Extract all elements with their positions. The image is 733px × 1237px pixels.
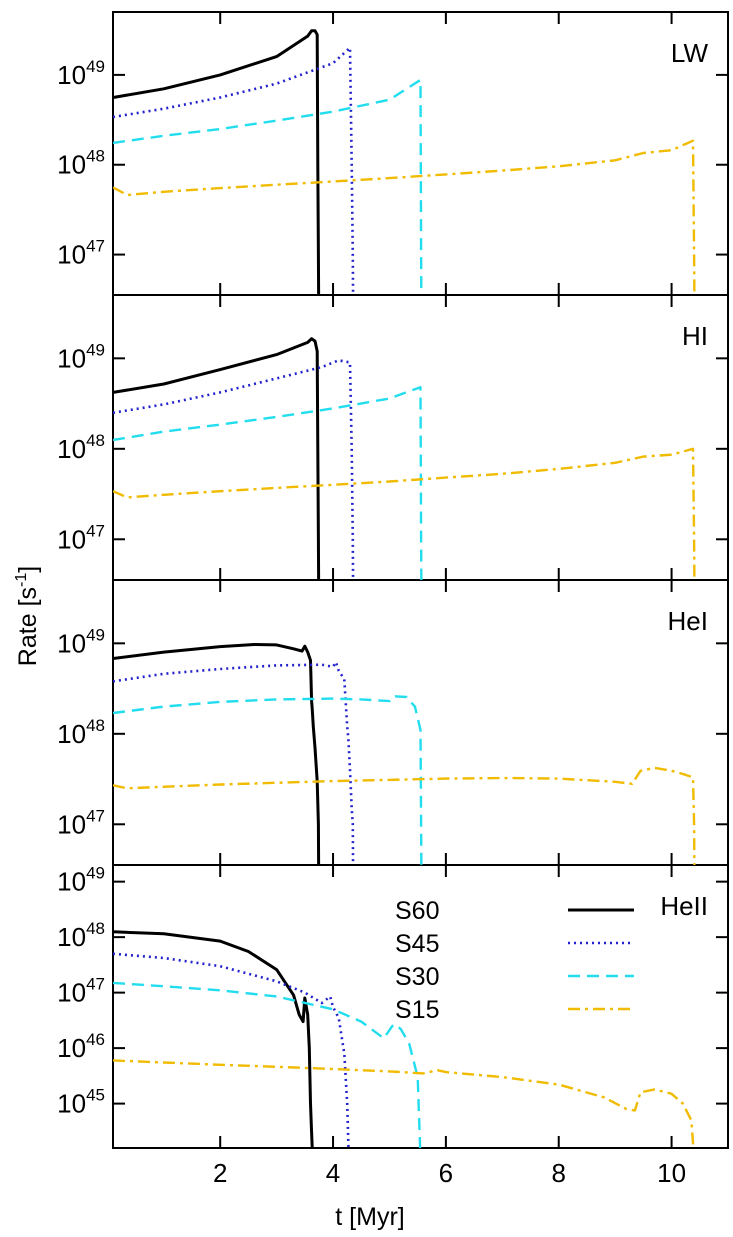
y-tick-label: 1048 bbox=[57, 716, 105, 749]
x-tick-label: 8 bbox=[551, 1158, 565, 1188]
x-axis-label: t [Myr] bbox=[335, 1203, 404, 1231]
series-line-s30-lw bbox=[113, 78, 423, 295]
series-line-s15-lw bbox=[113, 139, 696, 295]
y-tick-label: 1049 bbox=[57, 864, 105, 897]
y-tick-label: 1049 bbox=[57, 625, 105, 658]
y-tick-label: 1047 bbox=[57, 521, 105, 554]
legend-label-s45: S45 bbox=[395, 930, 439, 958]
x-tick-label: 10 bbox=[657, 1158, 686, 1188]
x-tick-label: 6 bbox=[439, 1158, 453, 1188]
x-tick-label: 2 bbox=[213, 1158, 227, 1188]
legend: S60 S45 S30 S15 bbox=[395, 897, 634, 1024]
series-line-s15-hei bbox=[113, 766, 696, 865]
y-tick-label: 1047 bbox=[57, 237, 105, 270]
series-line-s45-hei bbox=[113, 660, 355, 865]
series-line-s60-hi bbox=[113, 337, 321, 580]
y-tick-label: 1046 bbox=[57, 1030, 105, 1063]
y-axis-label: Rate [s-1] bbox=[13, 566, 42, 666]
axes: 1047104810491047104810491047104810491045… bbox=[57, 12, 728, 1188]
series-line-s30-hi bbox=[113, 386, 423, 580]
series-line-s45-lw bbox=[113, 46, 355, 295]
y-tick-label: 1049 bbox=[57, 57, 105, 90]
series-line-s15-hi bbox=[113, 447, 696, 580]
panel-labels: LW HI HeI HeII bbox=[660, 38, 708, 921]
series-line-s45-heii bbox=[113, 952, 350, 1148]
series-line-s60-heii bbox=[113, 930, 314, 1148]
legend-label-s60: S60 bbox=[395, 897, 439, 925]
y-tick-label: 1045 bbox=[57, 1086, 105, 1119]
y-tick-label: 1049 bbox=[57, 340, 105, 373]
series-line-s30-heii bbox=[113, 981, 422, 1148]
series-line-s30-hei bbox=[113, 695, 423, 865]
y-tick-label: 1048 bbox=[57, 919, 105, 952]
y-tick-label: 1048 bbox=[57, 431, 105, 464]
panel-label-hi: HI bbox=[682, 321, 708, 351]
series-line-s60-hei bbox=[113, 643, 321, 865]
y-tick-label: 1048 bbox=[57, 147, 105, 180]
y-tick-label: 1047 bbox=[57, 806, 105, 839]
legend-label-s15: S15 bbox=[395, 996, 439, 1024]
x-tick-label: 4 bbox=[326, 1158, 340, 1188]
series-line-s15-heii bbox=[113, 1059, 695, 1148]
panel-label-hei: HeI bbox=[668, 606, 708, 636]
y-tick-label: 1047 bbox=[57, 975, 105, 1008]
series-line-s45-hi bbox=[113, 359, 355, 580]
series-lines bbox=[113, 29, 696, 1148]
panel-label-heii: HeII bbox=[660, 891, 708, 921]
legend-label-s30: S30 bbox=[395, 963, 439, 991]
series-line-s60-lw bbox=[113, 29, 321, 295]
panel-label-lw: LW bbox=[671, 38, 709, 68]
